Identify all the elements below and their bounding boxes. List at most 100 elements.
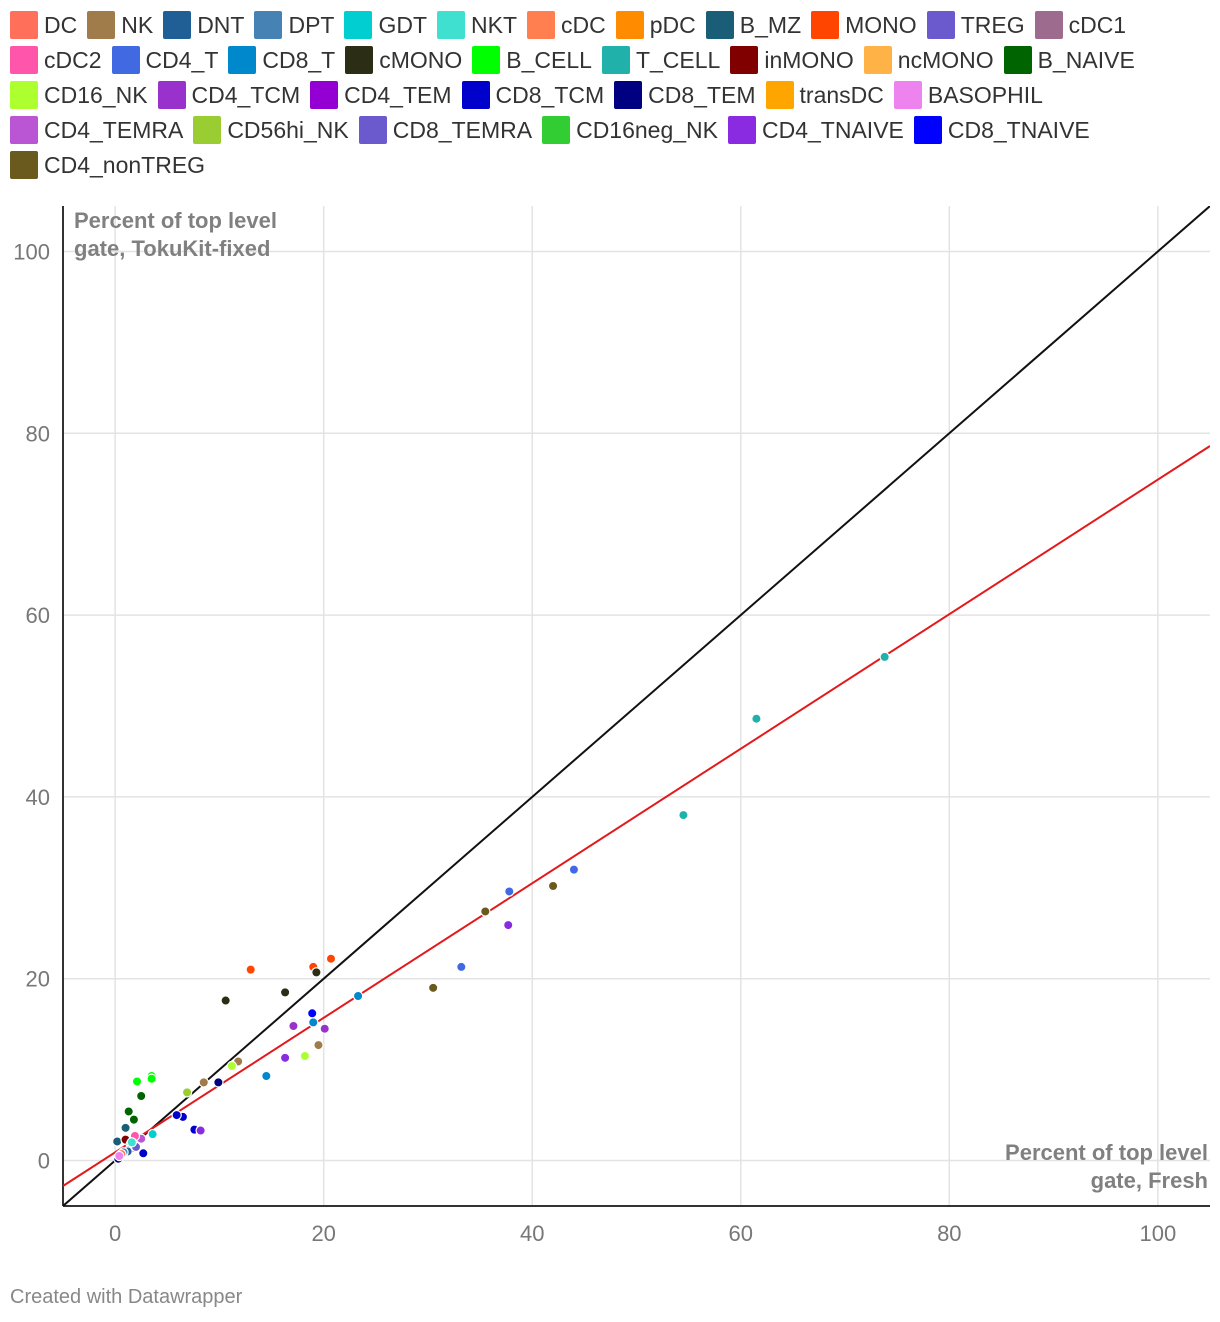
legend-swatch: [926, 11, 955, 39]
y-tick-label: 40: [26, 785, 50, 810]
y-tick-label: 100: [13, 239, 50, 264]
data-point: [307, 1008, 318, 1019]
data-point: [171, 1109, 182, 1121]
legend-item: pDC: [615, 10, 696, 40]
legend-swatch: [163, 11, 192, 39]
legend-item: CD4_nonTREG: [10, 150, 205, 180]
legend-label: cDC1: [1068, 11, 1127, 38]
legend-item: cDC2: [10, 45, 102, 75]
legend-swatch: [893, 81, 922, 109]
legend-swatch: [228, 46, 257, 74]
legend-label: TREG: [960, 11, 1025, 38]
x-tick-label: 60: [729, 1221, 753, 1246]
data-point: [123, 1106, 134, 1117]
legend-swatch: [87, 11, 116, 39]
legend-swatch: [614, 81, 643, 109]
legend-swatch: [1034, 11, 1063, 39]
legend-swatch: [615, 11, 644, 39]
legend-item: T_CELL: [601, 45, 720, 75]
legend-item: cDC: [527, 10, 606, 40]
legend-swatch: [527, 11, 556, 39]
legend-item: CD8_TEMRA: [358, 115, 533, 145]
legend-swatch: [111, 46, 140, 74]
legend-swatch: [1003, 46, 1032, 74]
legend-item: NKT: [437, 10, 517, 40]
data-point: [313, 1039, 324, 1051]
data-point: [311, 967, 322, 978]
legend-label: cDC: [561, 11, 606, 38]
legend: DC NK DNT DPT GDT NKT cDC pDC B_MZ MONO TREG cDC1 cD…: [10, 10, 1215, 180]
legend-item: MONO: [811, 10, 917, 40]
legend-label: DPT: [288, 11, 335, 38]
data-point: [112, 1136, 123, 1147]
legend-item: B_NAIVE: [1003, 45, 1135, 75]
legend-label: transDC: [799, 81, 884, 108]
legend-swatch: [10, 116, 38, 144]
data-point: [198, 1077, 209, 1088]
data-point: [299, 1050, 311, 1062]
legend-swatch: [728, 116, 756, 144]
tick-labels: 0 20 40 60 80 100 0 20 40 60 80 100: [13, 239, 1176, 1246]
legend-swatch: [601, 46, 630, 74]
legend-swatch: [437, 11, 466, 39]
legend-item: CD4_T: [111, 45, 218, 75]
gridlines: [62, 206, 1210, 1207]
legend-item: CD8_TCM: [461, 80, 605, 110]
legend-swatch: [10, 151, 38, 179]
data-point: [195, 1125, 206, 1136]
data-point: [213, 1077, 224, 1088]
data-point: [503, 919, 514, 931]
legend-swatch: [345, 46, 374, 74]
y-tick-label: 0: [38, 1149, 50, 1174]
y-tick-label: 60: [26, 603, 50, 628]
data-point: [751, 713, 762, 724]
legend-item: DC: [10, 10, 77, 40]
data-point: [568, 864, 580, 875]
legend-swatch: [730, 46, 759, 74]
data-point: [261, 1070, 272, 1082]
y-tick-label: 80: [26, 421, 50, 446]
legend-item: DPT: [254, 10, 334, 40]
legend-label: inMONO: [764, 46, 854, 73]
legend-swatch: [461, 81, 490, 109]
legend-item: ncMONO: [863, 45, 994, 75]
legend-item: cMONO: [345, 45, 462, 75]
data-point: [279, 987, 291, 998]
legend-swatch: [10, 81, 38, 109]
legend-label: CD16_NK: [44, 81, 148, 108]
legend-label: CD4_TNAIVE: [762, 116, 904, 143]
data-point: [547, 880, 559, 892]
data-point: [146, 1073, 157, 1084]
data-point: [352, 990, 364, 1002]
legend-swatch: [705, 11, 734, 39]
legend-item: BASOPHIL: [893, 80, 1043, 110]
legend-label: CD8_TEMRA: [392, 116, 533, 143]
data-point: [138, 1148, 149, 1159]
legend-label: cDC2: [44, 46, 102, 73]
fit-line: [63, 445, 1210, 1187]
legend-label: DC: [44, 11, 78, 38]
data-point: [128, 1114, 140, 1125]
legend-label: CD8_TCM: [495, 81, 605, 108]
legend-label: CD4_TEMRA: [44, 116, 184, 143]
axis-labels: Percent of top level gate, TokuKit-fixed P…: [74, 208, 1208, 1193]
data-point: [879, 651, 890, 663]
legend-swatch: [310, 81, 339, 109]
data-point: [114, 1150, 125, 1162]
legend-swatch: [10, 46, 38, 74]
legend-swatch: [472, 46, 501, 74]
x-tick-label: 0: [109, 1221, 121, 1246]
data-point: [325, 953, 337, 964]
legend-label: MONO: [845, 11, 917, 38]
legend-item: CD8_TNAIVE: [913, 115, 1090, 145]
data-point: [226, 1060, 238, 1072]
data-point: [678, 809, 689, 821]
legend-item: DNT: [163, 10, 244, 40]
legend-label: NK: [121, 11, 154, 38]
y-axis-label: gate, TokuKit-fixed: [74, 236, 270, 261]
x-axis-label: Percent of top level: [1005, 1140, 1208, 1165]
x-axis-label: gate, Fresh: [1091, 1168, 1208, 1193]
legend-label: CD8_TEM: [648, 81, 756, 108]
legend-label: B_MZ: [739, 11, 802, 38]
data-point: [136, 1090, 147, 1102]
